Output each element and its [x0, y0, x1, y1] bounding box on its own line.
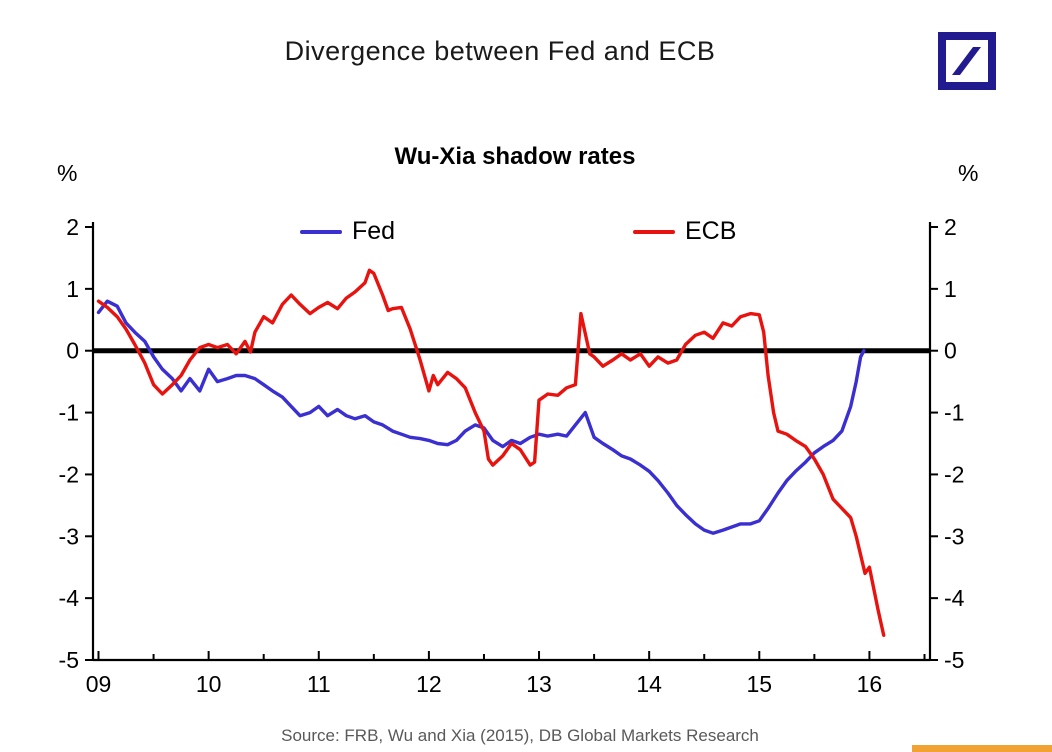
right-y-tick-label: -4	[944, 585, 965, 611]
logo-slash	[952, 47, 981, 75]
left-y-tick-label: -5	[59, 647, 79, 673]
x-tick-label: 16	[857, 671, 883, 697]
bottom-accent-bar	[912, 745, 1052, 752]
x-tick-label: 15	[746, 671, 772, 697]
left-y-tick-label: 2	[66, 214, 79, 240]
source-note: Source: FRB, Wu and Xia (2015), DB Globa…	[281, 726, 759, 745]
x-tick-label: 14	[636, 671, 662, 697]
left-axis-unit-label: %	[57, 160, 78, 186]
x-tick-label: 09	[86, 671, 112, 697]
left-y-tick-label: 1	[66, 276, 79, 302]
legend-label-fed: Fed	[352, 217, 396, 245]
right-y-tick-label: 0	[944, 338, 957, 364]
x-tick-label: 12	[416, 671, 442, 697]
right-y-tick-label: 2	[944, 214, 957, 240]
right-y-tick-label: -1	[944, 400, 964, 426]
legend-item-ecb: ECB	[633, 217, 736, 246]
right-y-tick-label: -2	[944, 461, 964, 487]
x-tick-label: 10	[196, 671, 222, 697]
legend-label-ecb: ECB	[685, 217, 737, 245]
left-y-tick-label: 0	[66, 338, 79, 364]
deutsche-bank-logo	[938, 32, 996, 90]
right-y-tick-label: -5	[944, 647, 964, 673]
chart-subtitle: Wu-Xia shadow rates	[394, 143, 636, 170]
chart-main-title: Divergence between Fed and ECB	[284, 36, 716, 66]
x-tick-label: 11	[307, 671, 331, 697]
left-y-tick-label: -2	[59, 461, 79, 487]
right-axis-unit-label: %	[958, 160, 979, 186]
left-y-tick-label: -1	[59, 400, 79, 426]
right-y-tick-label: -3	[944, 523, 964, 549]
fed-line-swatch	[300, 229, 342, 234]
legend-item-fed: Fed	[300, 217, 395, 246]
ecb-line-swatch	[633, 229, 675, 234]
deutsche-bank-logo-svg	[938, 32, 996, 90]
x-tick-label: 13	[526, 671, 552, 697]
ecb-series-line	[96, 268, 886, 637]
left-y-tick-label: -3	[59, 523, 79, 549]
right-y-tick-label: 1	[944, 276, 957, 302]
fed-series-line	[96, 299, 866, 535]
left-y-tick-label: -4	[59, 585, 80, 611]
